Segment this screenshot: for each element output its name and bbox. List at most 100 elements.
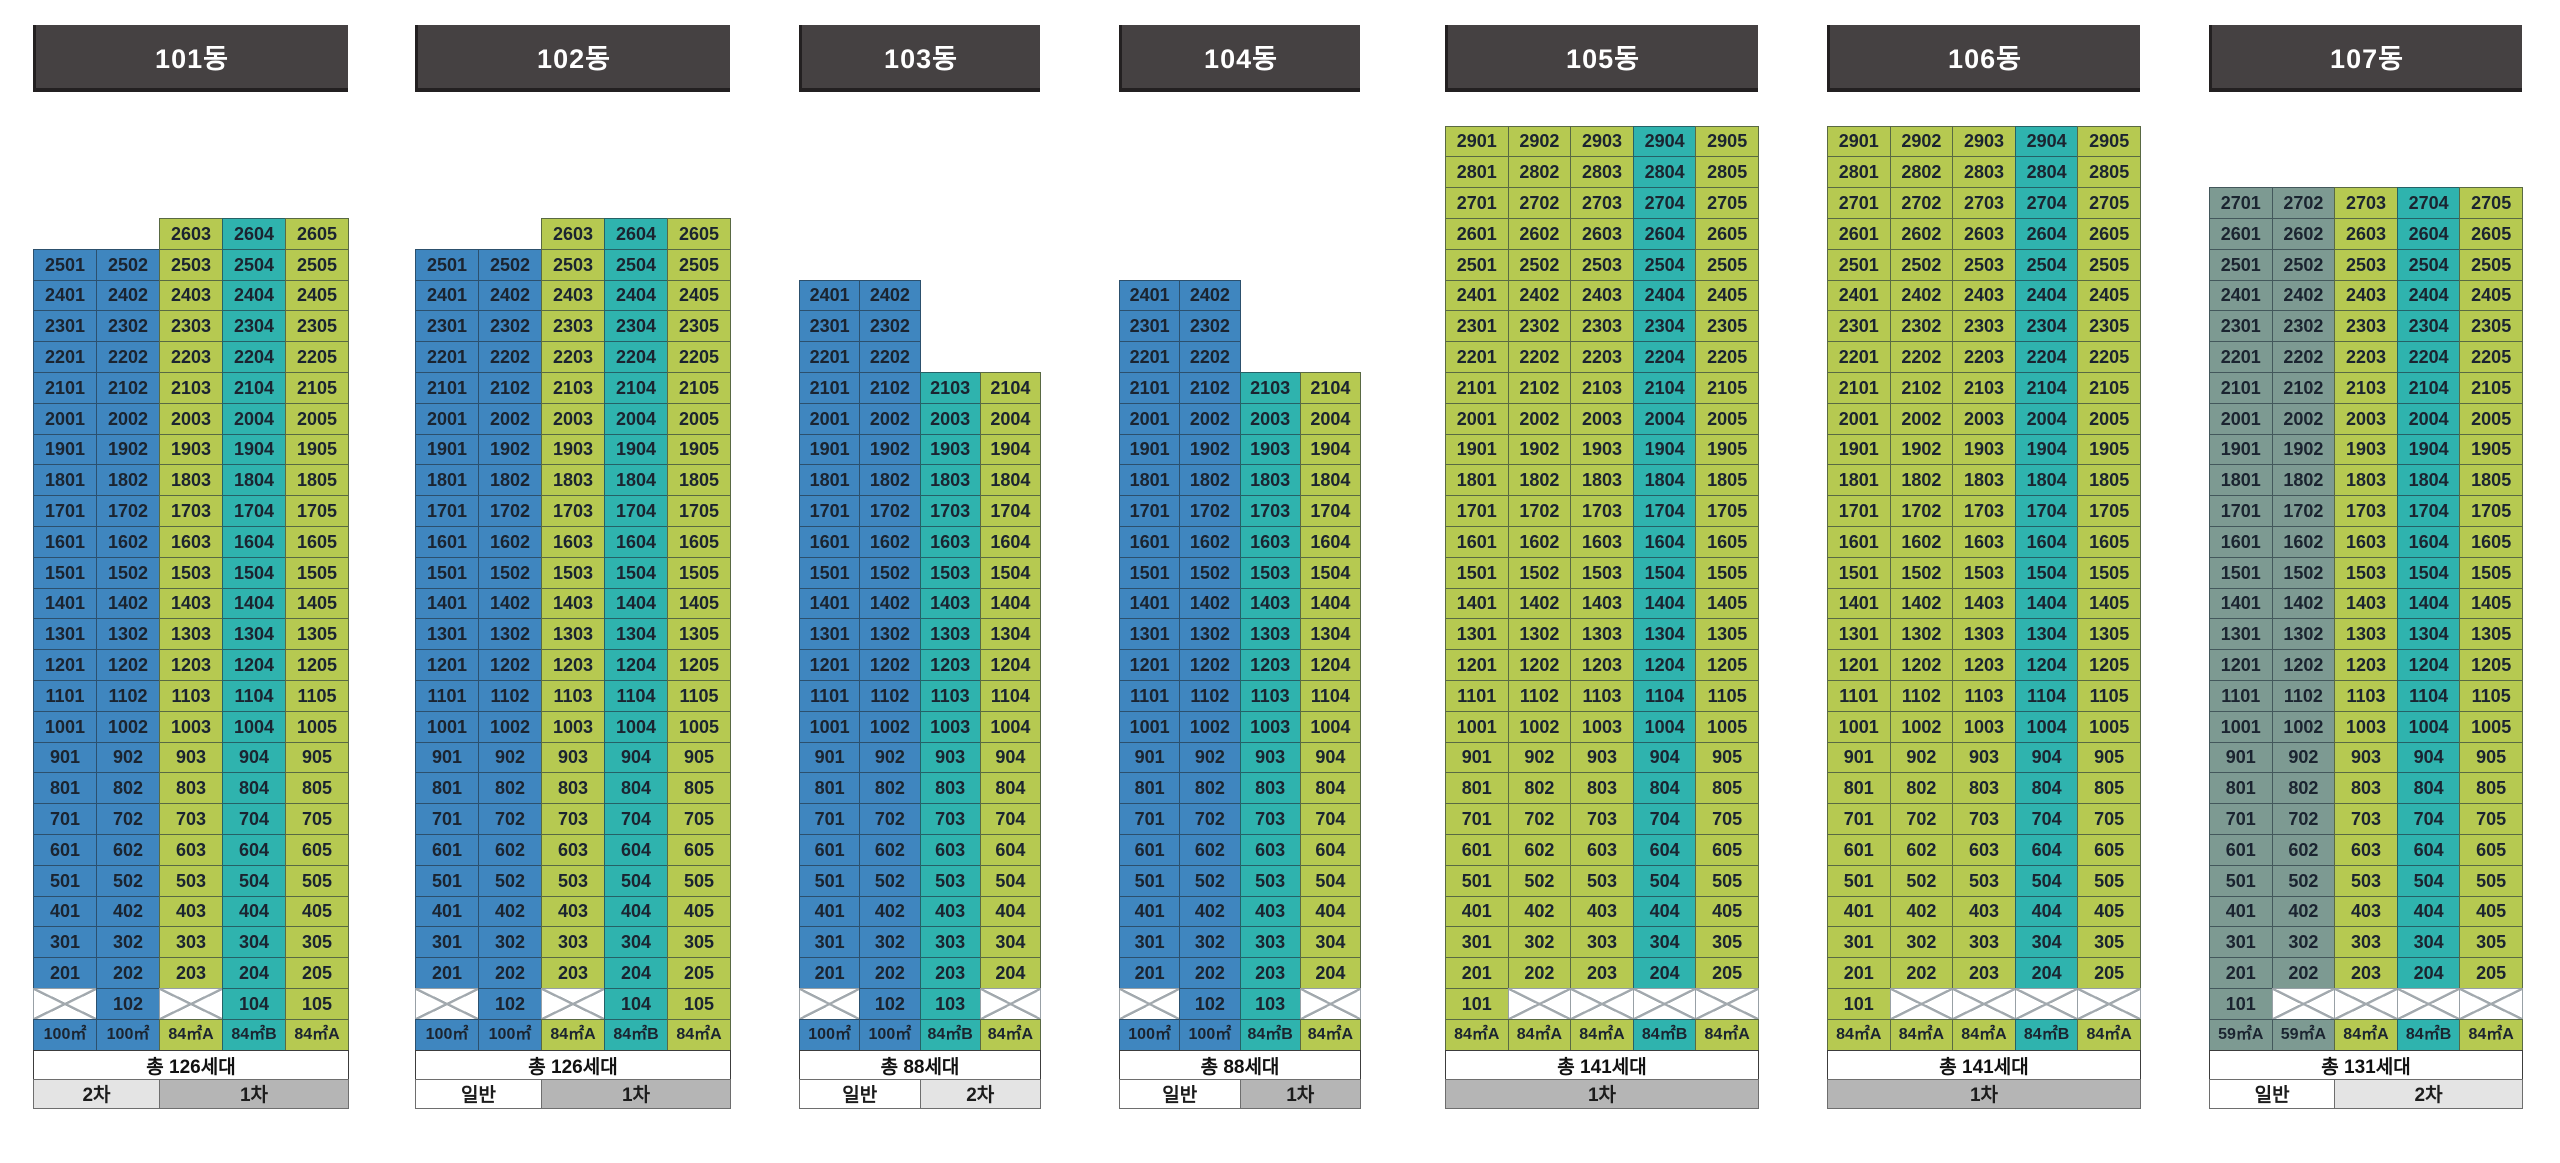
unit-cell: 1102 xyxy=(1507,680,1572,712)
unit-cell: 1104 xyxy=(2396,680,2461,712)
unit-cell: 1805 xyxy=(2077,464,2141,497)
unit-cell: 701 xyxy=(1445,803,1509,835)
unit-cell: 2605 xyxy=(2459,218,2523,250)
unit-type-cell: 84㎡B xyxy=(2396,1018,2461,1051)
unit-cell: 1904 xyxy=(979,433,1041,466)
unit-cell: 2204 xyxy=(604,341,668,373)
total-units-row: 총 141세대 xyxy=(1827,1049,2141,1081)
unit-cell: 1605 xyxy=(667,526,731,558)
unit-cell: 503 xyxy=(159,864,223,897)
unit-cell: 2803 xyxy=(1952,156,2016,189)
unit-cell: 501 xyxy=(799,864,861,897)
unit-cell: 1303 xyxy=(541,618,605,651)
unit-cell: 202 xyxy=(859,957,921,989)
unit-cell: 1903 xyxy=(159,433,223,466)
unit-cell: 904 xyxy=(1632,741,1697,774)
unit-cell: 2104 xyxy=(979,372,1041,404)
unit-cell: 1205 xyxy=(2459,649,2523,681)
unit-cell: 905 xyxy=(667,741,731,774)
unit-cell: 1901 xyxy=(799,433,861,466)
unit-cell: 1601 xyxy=(33,526,97,558)
unit-cell: 304 xyxy=(1299,926,1361,959)
unit-cell: 2403 xyxy=(1952,279,2016,312)
unit-cell: 504 xyxy=(1632,864,1697,897)
unit-cell: 1801 xyxy=(2209,464,2273,497)
unit-cell: 1701 xyxy=(415,495,479,527)
unit-cell: 2405 xyxy=(667,279,731,312)
unit-cell: 2401 xyxy=(415,279,479,312)
unit-cell: 903 xyxy=(159,741,223,774)
unit-cell: 1003 xyxy=(159,710,223,743)
unit-cell: 401 xyxy=(415,895,479,928)
unit-cell: 1601 xyxy=(799,526,861,558)
unit-cell: 1703 xyxy=(1952,495,2016,527)
unit-cell: 1301 xyxy=(415,618,479,651)
unit-cell: 1903 xyxy=(1952,433,2016,466)
phase-cell: 2차 xyxy=(919,1078,1041,1109)
unit-type-cell: 84㎡B xyxy=(1239,1018,1301,1051)
unit-cell: 301 xyxy=(33,926,97,959)
unit-cell: 1502 xyxy=(859,556,921,589)
unit-cell: 504 xyxy=(604,864,668,897)
unit-cell: 903 xyxy=(1952,741,2016,774)
unit-cell: 903 xyxy=(1239,741,1301,774)
unit-cell: 1201 xyxy=(2209,649,2273,681)
unit-cell: 1702 xyxy=(1507,495,1572,527)
unit-cell: 2703 xyxy=(1570,187,1634,219)
unit-cell: 1104 xyxy=(1632,680,1697,712)
building-header: 105동 xyxy=(1445,25,1758,92)
unit-cell: 1904 xyxy=(1299,433,1361,466)
unit-cell: 902 xyxy=(478,741,542,774)
unit-cell: 1204 xyxy=(222,649,286,681)
unit-cell: 1704 xyxy=(2014,495,2079,527)
unit-cell: 2304 xyxy=(222,310,286,343)
unit-cell: 2102 xyxy=(1507,372,1572,404)
empty-unit-cell xyxy=(1570,988,1634,1020)
unit-cell: 901 xyxy=(2209,741,2273,774)
unit-cell: 1303 xyxy=(1570,618,1634,651)
unit-cell: 2105 xyxy=(667,372,731,404)
unit-cell: 2804 xyxy=(2014,156,2079,189)
unit-type-cell: 84㎡A xyxy=(2077,1018,2141,1051)
unit-cell: 2102 xyxy=(859,372,921,404)
unit-cell: 2202 xyxy=(1179,341,1241,373)
unit-cell: 2301 xyxy=(2209,310,2273,343)
unit-cell: 1402 xyxy=(2271,587,2336,620)
unit-cell: 1203 xyxy=(541,649,605,681)
unit-cell: 2503 xyxy=(541,248,605,281)
unit-cell: 1901 xyxy=(1119,433,1181,466)
unit-type-cell: 84㎡B xyxy=(2014,1018,2079,1051)
unit-cell: 602 xyxy=(478,834,542,866)
unit-cell: 2103 xyxy=(1570,372,1634,404)
unit-cell: 1602 xyxy=(1507,526,1572,558)
unit-cell: 905 xyxy=(2077,741,2141,774)
unit-cell: 2403 xyxy=(1570,279,1634,312)
unit-cell: 1103 xyxy=(1952,680,2016,712)
unit-cell: 2701 xyxy=(2209,187,2273,219)
unit-cell: 1604 xyxy=(2396,526,2461,558)
unit-cell: 2503 xyxy=(1952,248,2016,281)
unit-cell: 605 xyxy=(2459,834,2523,866)
empty-unit-cell xyxy=(159,988,223,1020)
building-102: 102동 2603 2604 2605 2501 2502 2503 2504 2505 2401… xyxy=(415,0,731,1163)
unit-cell: 2304 xyxy=(604,310,668,343)
unit-cell: 301 xyxy=(1445,926,1509,959)
unit-cell: 1804 xyxy=(2014,464,2079,497)
unit-cell: 1901 xyxy=(415,433,479,466)
unit-cell: 1002 xyxy=(478,710,542,743)
unit-cell: 2403 xyxy=(2334,279,2398,312)
unit-cell: 1802 xyxy=(859,464,921,497)
unit-cell: 1701 xyxy=(1119,495,1181,527)
unit-cell: 901 xyxy=(1119,741,1181,774)
unit-cell: 1101 xyxy=(799,680,861,712)
unit-cell: 1005 xyxy=(285,710,349,743)
unit-cell: 1204 xyxy=(604,649,668,681)
unit-cell: 2005 xyxy=(1695,402,1759,435)
unit-cell: 402 xyxy=(478,895,542,928)
unit-cell: 2101 xyxy=(415,372,479,404)
unit-cell: 2503 xyxy=(2334,248,2398,281)
unit-cell: 2603 xyxy=(1952,218,2016,250)
unit-cell: 405 xyxy=(1695,895,1759,928)
unit-cell: 2402 xyxy=(1889,279,1954,312)
unit-type-cell: 100㎡ xyxy=(415,1018,479,1051)
